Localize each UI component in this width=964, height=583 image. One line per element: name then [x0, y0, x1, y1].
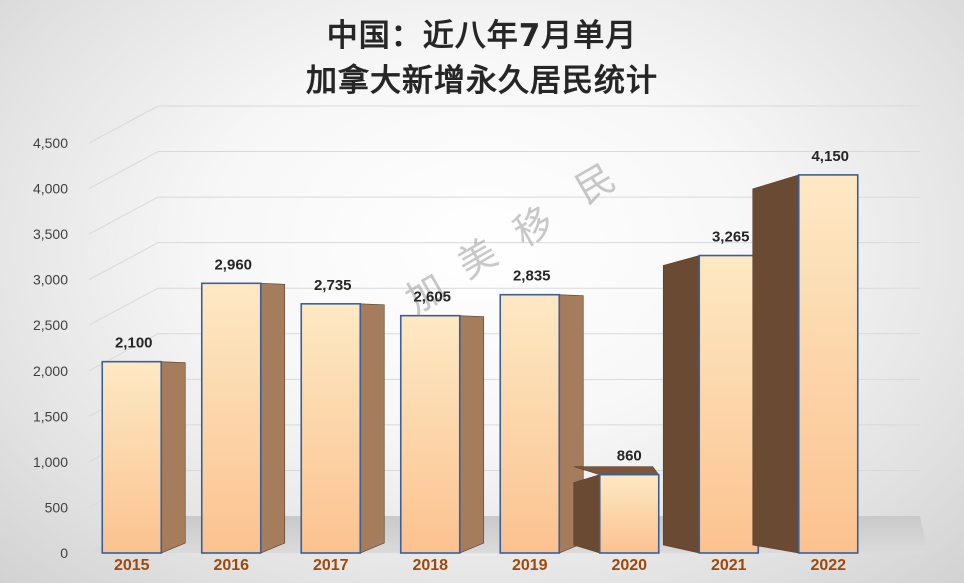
- bar-2018: [399, 314, 485, 554]
- bar-front-face: [200, 282, 262, 554]
- x-tick-label: 2022: [810, 557, 846, 574]
- watermark-char: 民: [568, 155, 623, 212]
- bar-side-face: [459, 315, 485, 554]
- y-tick-label: 500: [45, 499, 69, 515]
- gridline: [88, 105, 920, 144]
- bar-side-face: [160, 361, 186, 554]
- bar-2016: [200, 282, 286, 554]
- bar-2021: [662, 254, 760, 554]
- x-tick-label: 2021: [711, 557, 747, 574]
- bar-front-face: [698, 254, 760, 554]
- bars: [101, 174, 859, 554]
- y-tick-label: 2,000: [33, 363, 68, 379]
- x-tick-label: 2015: [114, 557, 150, 574]
- bar-front-face: [300, 303, 362, 554]
- chart-title-line-2: 加拿大新增永久居民统计: [306, 63, 658, 99]
- bar-2015: [101, 360, 186, 554]
- watermark-char: 美: [450, 230, 505, 287]
- y-tick-label: 1,500: [33, 408, 68, 424]
- y-tick-label: 4,500: [33, 135, 68, 151]
- bar-2020: [573, 466, 660, 554]
- bar-side-face: [573, 474, 601, 554]
- data-label-2019: 2,835: [513, 268, 551, 285]
- bar-top-face: [573, 466, 660, 475]
- bar-side-face: [752, 174, 800, 554]
- gridline: [88, 151, 920, 189]
- data-label-2021: 3,265: [712, 229, 750, 246]
- y-tick-label: 3,000: [33, 272, 68, 288]
- x-tick-label: 2019: [512, 557, 548, 574]
- bar-front-face: [101, 360, 163, 554]
- bar-front-face: [797, 174, 859, 554]
- watermark-char: 移: [506, 198, 561, 255]
- bar-side-face: [359, 303, 385, 554]
- y-tick-label: 1,000: [33, 454, 68, 470]
- gridline: [88, 242, 920, 281]
- data-label-2018: 2,605: [413, 289, 451, 306]
- data-label-2022: 4,150: [811, 148, 849, 165]
- data-labels: 2,100 2,960 2,735 2,605 2,835 860 3,265 4,150: [115, 148, 849, 465]
- gridline: [88, 196, 920, 235]
- x-axis: 2015 2016 2017 2018 2019 2020 2021 2022: [114, 557, 846, 574]
- x-tick-label: 2016: [213, 557, 249, 574]
- bar-front-face: [598, 473, 660, 554]
- x-tick-label: 2018: [412, 557, 448, 574]
- data-label-2015: 2,100: [115, 335, 153, 352]
- chart-title: 中国：近八年7月单月 加拿大新增永久居民统计: [0, 14, 964, 104]
- bar-2017: [300, 303, 385, 554]
- chart-title-line-1: 中国：近八年7月单月: [326, 18, 638, 54]
- x-tick-label: 2017: [313, 557, 349, 574]
- bar-side-face: [662, 255, 700, 554]
- bar-2019: [499, 293, 584, 554]
- bar-front-face: [499, 293, 561, 554]
- y-tick-label: 3,500: [33, 226, 68, 242]
- bar-2022: [752, 174, 859, 554]
- bar-side-face: [260, 282, 286, 554]
- y-tick-label: 4,000: [33, 181, 68, 197]
- y-tick-label: 2,500: [33, 317, 68, 333]
- bar-front-face: [399, 314, 461, 554]
- y-axis: 0 500 1,000 1,500 2,000 2,500 3,000 3,500 4,000 4…: [33, 135, 68, 561]
- data-label-2020: 860: [617, 448, 642, 465]
- data-label-2017: 2,735: [314, 277, 352, 294]
- x-tick-label: 2020: [611, 557, 647, 574]
- y-tick-label: 0: [60, 545, 68, 561]
- data-label-2016: 2,960: [214, 256, 252, 273]
